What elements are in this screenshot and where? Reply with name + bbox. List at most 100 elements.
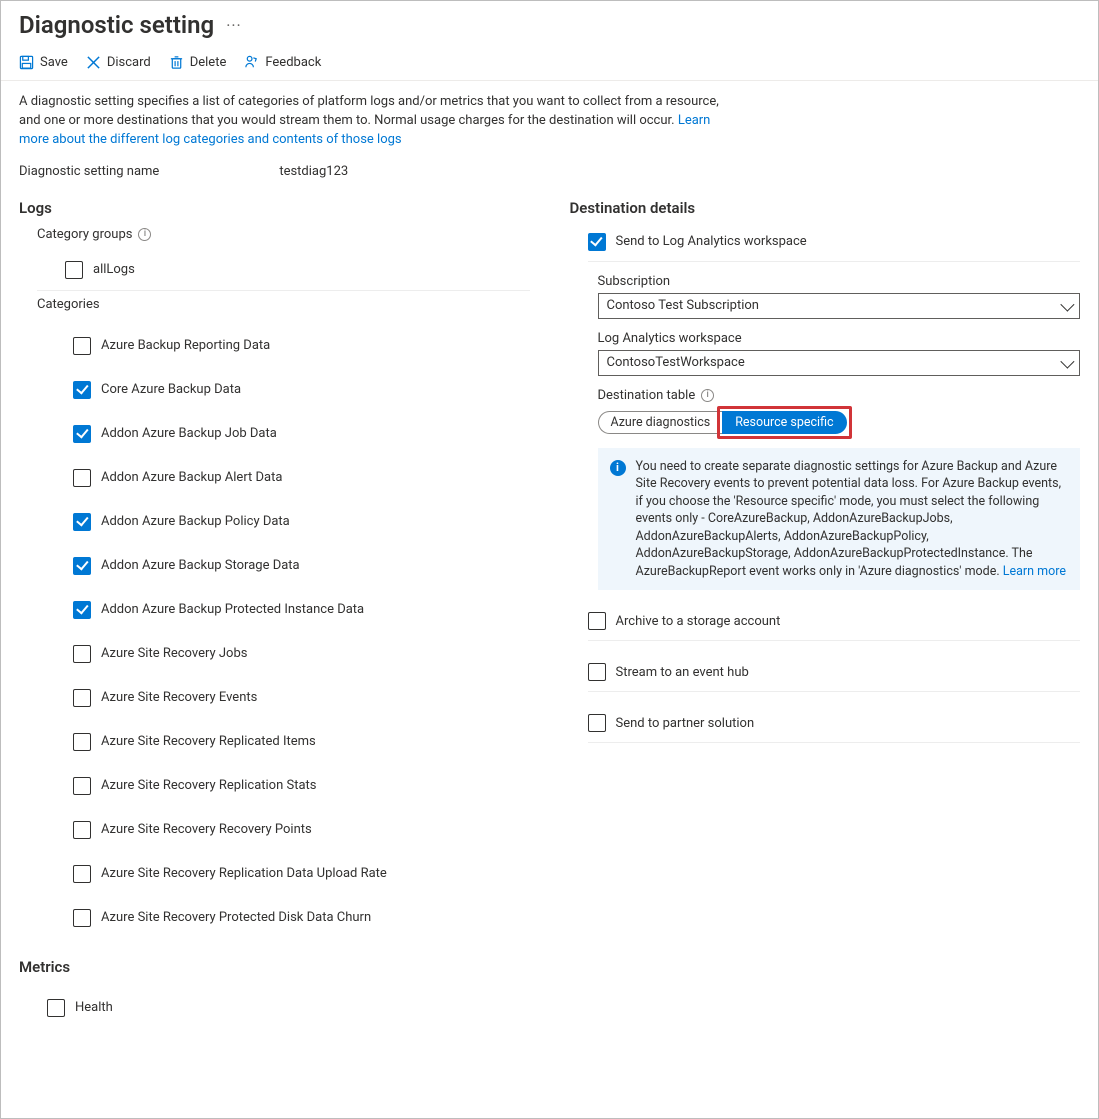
category-checkbox[interactable] — [73, 513, 91, 531]
separator — [588, 640, 1081, 641]
category-label: Addon Azure Backup Alert Data — [101, 470, 282, 485]
category-label: Addon Azure Backup Storage Data — [101, 558, 300, 573]
category-label: Azure Backup Reporting Data — [101, 338, 270, 353]
destination-heading: Destination details — [570, 199, 1081, 217]
workspace-value: ContosoTestWorkspace — [607, 355, 745, 370]
category-groups-heading: Category groups i — [37, 227, 530, 242]
category-row: Azure Site Recovery Jobs — [73, 632, 530, 676]
category-label: Azure Site Recovery Protected Disk Data … — [101, 910, 371, 925]
category-group-label: allLogs — [93, 262, 135, 277]
save-label: Save — [40, 55, 68, 70]
category-row: Azure Site Recovery Replication Data Upl… — [73, 852, 530, 896]
callout-text: You need to create separate diagnostic s… — [636, 459, 1062, 579]
archive-checkbox[interactable] — [588, 612, 606, 630]
category-group-checkbox[interactable] — [65, 261, 83, 279]
discard-button[interactable]: Discard — [86, 55, 151, 70]
partner-row: Send to partner solution — [588, 708, 1081, 738]
category-row: Addon Azure Backup Protected Instance Da… — [73, 588, 530, 632]
category-label: Azure Site Recovery Replication Stats — [101, 778, 317, 793]
toolbar: Save Discard Delete Feedback — [1, 45, 1098, 81]
save-button[interactable]: Save — [19, 55, 68, 70]
category-row: Azure Site Recovery Recovery Points — [73, 808, 530, 852]
category-row: Addon Azure Backup Policy Data — [73, 500, 530, 544]
category-row: Azure Backup Reporting Data — [73, 324, 530, 368]
category-row: Azure Site Recovery Replication Stats — [73, 764, 530, 808]
category-checkbox[interactable] — [73, 469, 91, 487]
info-icon: i — [610, 460, 626, 476]
separator — [588, 742, 1081, 743]
partner-checkbox[interactable] — [588, 714, 606, 732]
callout-learn-more-link[interactable]: Learn more — [1003, 564, 1066, 579]
eventhub-row: Stream to an event hub — [588, 657, 1081, 687]
category-label: Azure Site Recovery Replication Data Upl… — [101, 866, 387, 881]
category-row: Azure Site Recovery Events — [73, 676, 530, 720]
setting-name-label: Diagnostic setting name — [19, 164, 159, 179]
category-checkbox[interactable] — [73, 777, 91, 795]
subscription-value: Contoso Test Subscription — [607, 298, 759, 313]
eventhub-label: Stream to an event hub — [616, 665, 749, 680]
delete-icon — [169, 55, 184, 70]
category-label: Azure Site Recovery Recovery Points — [101, 822, 312, 837]
description-block: A diagnostic setting specifies a list of… — [1, 81, 741, 154]
category-checkbox[interactable] — [73, 821, 91, 839]
category-checkbox[interactable] — [73, 865, 91, 883]
send-to-log-analytics-row: Send to Log Analytics workspace — [588, 227, 1081, 257]
feedback-label: Feedback — [265, 55, 321, 70]
category-checkbox[interactable] — [73, 381, 91, 399]
send-to-log-analytics-checkbox[interactable] — [588, 233, 606, 251]
setting-name-row: Diagnostic setting name testdiag123 — [1, 154, 1098, 189]
category-checkbox[interactable] — [73, 689, 91, 707]
delete-button[interactable]: Delete — [169, 55, 227, 70]
category-checkbox[interactable] — [73, 425, 91, 443]
archive-label: Archive to a storage account — [616, 614, 781, 629]
description-text: A diagnostic setting specifies a list of… — [19, 94, 719, 128]
panel-header: Diagnostic setting ··· — [1, 1, 1098, 45]
separator — [588, 261, 1081, 262]
category-label: Azure Site Recovery Events — [101, 690, 257, 705]
save-icon — [19, 55, 34, 70]
setting-name-value: testdiag123 — [279, 164, 348, 179]
info-icon[interactable]: i — [138, 228, 151, 241]
category-label: Azure Site Recovery Jobs — [101, 646, 247, 661]
workspace-label: Log Analytics workspace — [598, 331, 1081, 346]
chevron-down-icon — [1060, 354, 1074, 368]
partner-label: Send to partner solution — [616, 716, 755, 731]
category-checkbox[interactable] — [73, 557, 91, 575]
more-actions-icon[interactable]: ··· — [226, 16, 242, 35]
category-row: Addon Azure Backup Storage Data — [73, 544, 530, 588]
destination-table-option[interactable]: Azure diagnostics — [598, 411, 723, 434]
eventhub-checkbox[interactable] — [588, 663, 606, 681]
category-label: Addon Azure Backup Job Data — [101, 426, 277, 441]
category-row: Core Azure Backup Data — [73, 368, 530, 412]
destination-table-option[interactable]: Resource specific — [722, 411, 846, 434]
subscription-select[interactable]: Contoso Test Subscription — [598, 293, 1081, 319]
metric-label: Health — [75, 1000, 113, 1015]
category-label: Azure Site Recovery Replicated Items — [101, 734, 316, 749]
logs-column: Logs Category groups i allLogs Categorie… — [19, 189, 530, 1030]
log-analytics-details: Subscription Contoso Test Subscription L… — [598, 274, 1081, 591]
metric-checkbox[interactable] — [47, 999, 65, 1017]
feedback-icon — [244, 55, 259, 70]
send-to-log-analytics-label: Send to Log Analytics workspace — [616, 234, 807, 249]
page-title: Diagnostic setting — [19, 11, 214, 39]
category-checkbox[interactable] — [73, 601, 91, 619]
feedback-button[interactable]: Feedback — [244, 55, 321, 70]
category-checkbox[interactable] — [73, 645, 91, 663]
metrics-heading: Metrics — [19, 958, 530, 976]
archive-row: Archive to a storage account — [588, 606, 1081, 636]
category-row: Azure Site Recovery Protected Disk Data … — [73, 896, 530, 940]
discard-icon — [86, 55, 101, 70]
chevron-down-icon — [1060, 297, 1074, 311]
info-callout: i You need to create separate diagnostic… — [598, 448, 1081, 591]
category-checkbox[interactable] — [73, 733, 91, 751]
logs-heading: Logs — [19, 199, 530, 217]
categories-heading: Categories — [37, 297, 530, 312]
separator — [37, 290, 530, 291]
separator — [588, 691, 1081, 692]
category-row: Azure Site Recovery Replicated Items — [73, 720, 530, 764]
category-checkbox[interactable] — [73, 909, 91, 927]
delete-label: Delete — [190, 55, 227, 70]
category-checkbox[interactable] — [73, 337, 91, 355]
workspace-select[interactable]: ContosoTestWorkspace — [598, 350, 1081, 376]
info-icon[interactable]: i — [701, 389, 714, 402]
